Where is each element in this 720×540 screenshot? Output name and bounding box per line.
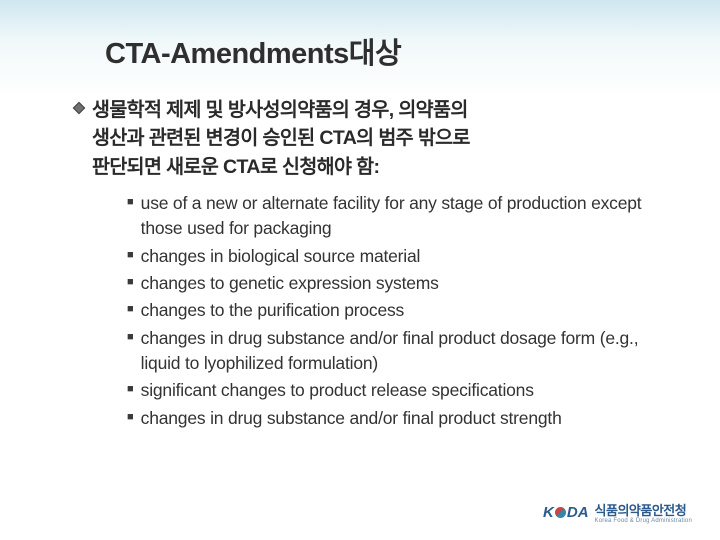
logo-mark: K DA xyxy=(543,504,589,521)
list-item: ■ changes to the purification process xyxy=(127,298,670,323)
logo-english: Korea Food & Drug Administration xyxy=(595,518,692,524)
list-item: ■ changes in drug substance and/or final… xyxy=(127,326,670,377)
sub-list: ■ use of a new or alternate facility for… xyxy=(127,191,670,431)
square-bullet-icon: ■ xyxy=(127,277,134,288)
square-bullet-icon: ■ xyxy=(127,332,134,343)
slide-page: CTA-Amendments대상 생물학적 제제 및 방사성의약품의 경우, 의… xyxy=(0,0,720,540)
list-item-text: changes in biological source material xyxy=(141,244,421,269)
square-bullet-icon: ■ xyxy=(127,412,134,423)
square-bullet-icon: ■ xyxy=(127,197,134,208)
square-bullet-icon: ■ xyxy=(127,304,134,315)
list-item-text: changes in drug substance and/or final p… xyxy=(141,406,562,431)
page-title: CTA-Amendments대상 xyxy=(105,30,670,72)
list-item: ■ changes in biological source material xyxy=(127,244,670,269)
intro-block: 생물학적 제제 및 방사성의약품의 경우, 의약품의 생산과 관련된 변경이 승… xyxy=(72,96,670,431)
intro-line-3: 판단되면 새로운 CTA로 신청해야 함: xyxy=(92,156,379,178)
logo-text-block: 식품의약품안전청 Korea Food & Drug Administratio… xyxy=(595,500,692,524)
list-item-text: changes to genetic expression systems xyxy=(141,271,439,296)
list-item: ■ use of a new or alternate facility for… xyxy=(127,191,670,242)
list-item-text: changes in drug substance and/or final p… xyxy=(141,326,670,377)
list-item-text: use of a new or alternate facility for a… xyxy=(141,191,670,242)
list-item-text: significant changes to product release s… xyxy=(141,378,534,403)
list-item: ■ changes to genetic expression systems xyxy=(127,271,670,296)
intro-row: 생물학적 제제 및 방사성의약품의 경우, 의약품의 생산과 관련된 변경이 승… xyxy=(72,96,670,181)
footer-logo: K DA 식품의약품안전청 Korea Food & Drug Administ… xyxy=(543,500,692,524)
logo-abbr-right: DA xyxy=(567,504,589,521)
logo-abbr-left: K xyxy=(543,504,554,521)
square-bullet-icon: ■ xyxy=(127,250,134,261)
square-bullet-icon: ■ xyxy=(127,384,134,395)
pill-icon xyxy=(555,507,566,518)
intro-line-2: 생산과 관련된 변경이 승인된 CTA의 범주 밖으로 xyxy=(92,127,470,149)
diamond-icon xyxy=(72,101,86,115)
list-item: ■ changes in drug substance and/or final… xyxy=(127,406,670,431)
list-item: ■ significant changes to product release… xyxy=(127,378,670,403)
intro-text: 생물학적 제제 및 방사성의약품의 경우, 의약품의 생산과 관련된 변경이 승… xyxy=(92,96,470,181)
logo-korean: 식품의약품안전청 xyxy=(595,500,692,519)
list-item-text: changes to the purification process xyxy=(141,298,404,323)
intro-line-1: 생물학적 제제 및 방사성의약품의 경우, 의약품의 xyxy=(92,99,468,121)
